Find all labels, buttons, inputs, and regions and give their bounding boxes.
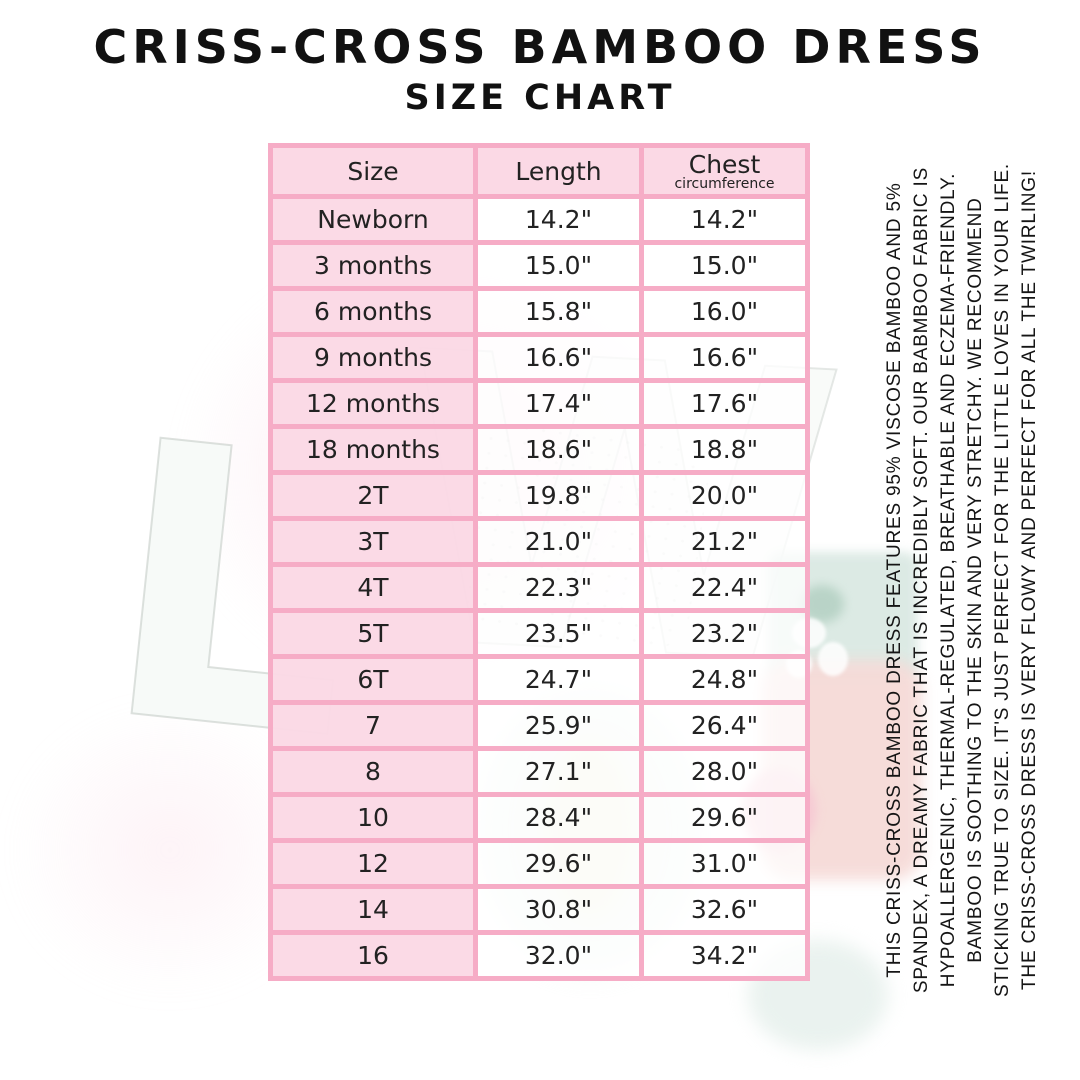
chest-cell: 21.2" [639, 516, 810, 567]
length-cell: 24.7" [473, 654, 644, 705]
length-cell: 28.4" [473, 792, 644, 843]
fabric-description-line: THE CRISS-CROSS DRESS IS VERY FLOWY AND … [1019, 170, 1040, 990]
table-row: 8 27.1" 28.0" [268, 746, 810, 797]
length-cell: 21.0" [473, 516, 644, 567]
size-cell: 10 [268, 792, 478, 843]
size-cell: 9 months [268, 332, 478, 383]
length-cell: 32.0" [473, 930, 644, 981]
size-cell: 6T [268, 654, 478, 705]
length-cell: 29.6" [473, 838, 644, 889]
table-row: 12 months 17.4" 17.6" [268, 378, 810, 429]
chest-cell: 26.4" [639, 700, 810, 751]
table-row: 4T 22.3" 22.4" [268, 562, 810, 613]
fabric-description-line: THIS CRISS-CROSS BAMBOO DRESS FEATURES 9… [884, 182, 905, 978]
table-row: 6T 24.7" 24.8" [268, 654, 810, 705]
size-cell: 8 [268, 746, 478, 797]
white-flower-petal [818, 642, 848, 676]
chest-cell: 34.2" [639, 930, 810, 981]
table-row: 18 months 18.6" 18.8" [268, 424, 810, 475]
chest-cell: 24.8" [639, 654, 810, 705]
chest-cell: 20.0" [639, 470, 810, 521]
table-row: 12 29.6" 31.0" [268, 838, 810, 889]
table-row: 9 months 16.6" 16.6" [268, 332, 810, 383]
chest-cell: 17.6" [639, 378, 810, 429]
size-cell: 16 [268, 930, 478, 981]
size-cell: 3 months [268, 240, 478, 291]
table-row: 16 32.0" 34.2" [268, 930, 810, 981]
table-row: 6 months 15.8" 16.0" [268, 286, 810, 337]
col-header-chest-title: Chest [688, 150, 761, 179]
chest-cell: 15.0" [639, 240, 810, 291]
length-cell: 25.9" [473, 700, 644, 751]
header-row: Size Length Chest circumference [268, 143, 810, 199]
chest-cell: 16.6" [639, 332, 810, 383]
table-row: 7 25.9" 26.4" [268, 700, 810, 751]
table-row: 10 28.4" 29.6" [268, 792, 810, 843]
length-cell: 22.3" [473, 562, 644, 613]
length-cell: 15.8" [473, 286, 644, 337]
size-cell: 6 months [268, 286, 478, 337]
fabric-description-line: SPANDEX, A DREAMY FABRIC THAT IS INCREDI… [911, 166, 932, 994]
chest-cell: 31.0" [639, 838, 810, 889]
length-cell: 19.8" [473, 470, 644, 521]
length-cell: 14.2" [473, 194, 644, 245]
size-cell: 3T [268, 516, 478, 567]
chest-cell: 23.2" [639, 608, 810, 659]
table-row: 3T 21.0" 21.2" [268, 516, 810, 567]
length-cell: 27.1" [473, 746, 644, 797]
fabric-description: THIS CRISS-CROSS BAMBOO DRESS FEATURES 9… [879, 110, 1045, 1050]
table-row: 2T 19.8" 20.0" [268, 470, 810, 521]
chest-cell: 32.6" [639, 884, 810, 935]
size-cell: Newborn [268, 194, 478, 245]
fabric-description-line: HYPOALLERGENIC, THERMAL-REGULATED, BREAT… [938, 172, 959, 988]
length-cell: 15.0" [473, 240, 644, 291]
chest-cell: 28.0" [639, 746, 810, 797]
fabric-description-line: BAMBOO IS SOOTHING TO THE SKIN AND VERY … [965, 197, 986, 963]
size-chart-table: Size Length Chest circumference Newborn … [268, 143, 810, 981]
length-cell: 30.8" [473, 884, 644, 935]
page-title: CRISS-CROSS BAMBOO DRESS [93, 20, 987, 74]
size-cell: 2T [268, 470, 478, 521]
fabric-description-line: STICKING TRUE TO SIZE. IT'S JUST PERFECT… [992, 163, 1013, 997]
size-cell: 14 [268, 884, 478, 935]
col-header-chest: Chest circumference [639, 143, 810, 199]
length-cell: 18.6" [473, 424, 644, 475]
col-header-size: Size [268, 143, 478, 199]
size-cell: 5T [268, 608, 478, 659]
size-cell: 12 months [268, 378, 478, 429]
chest-cell: 22.4" [639, 562, 810, 613]
chest-cell: 29.6" [639, 792, 810, 843]
col-header-length: Length [473, 143, 644, 199]
col-header-chest-subtitle: circumference [674, 176, 775, 192]
table-body: Newborn 14.2" 14.2" 3 months 15.0" 15.0"… [268, 194, 810, 981]
chest-cell: 18.8" [639, 424, 810, 475]
chest-cell: 14.2" [639, 194, 810, 245]
table-row: 5T 23.5" 23.2" [268, 608, 810, 659]
size-cell: 7 [268, 700, 478, 751]
table-row: 3 months 15.0" 15.0" [268, 240, 810, 291]
table-row: Newborn 14.2" 14.2" [268, 194, 810, 245]
size-cell: 12 [268, 838, 478, 889]
page-subtitle: SIZE CHART [404, 78, 676, 118]
length-cell: 16.6" [473, 332, 644, 383]
table-row: 14 30.8" 32.6" [268, 884, 810, 935]
size-cell: 18 months [268, 424, 478, 475]
chest-cell: 16.0" [639, 286, 810, 337]
length-cell: 23.5" [473, 608, 644, 659]
table-header: Size Length Chest circumference [268, 143, 810, 199]
size-cell: 4T [268, 562, 478, 613]
length-cell: 17.4" [473, 378, 644, 429]
